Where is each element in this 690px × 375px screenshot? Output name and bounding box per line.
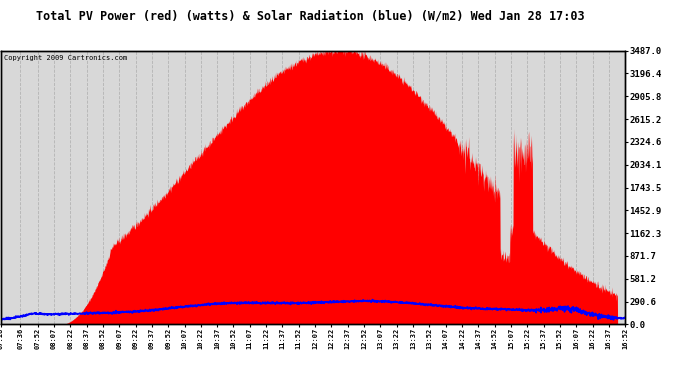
Text: Copyright 2009 Cartronics.com: Copyright 2009 Cartronics.com — [4, 55, 127, 61]
Text: Total PV Power (red) (watts) & Solar Radiation (blue) (W/m2) Wed Jan 28 17:03: Total PV Power (red) (watts) & Solar Rad… — [36, 9, 585, 22]
